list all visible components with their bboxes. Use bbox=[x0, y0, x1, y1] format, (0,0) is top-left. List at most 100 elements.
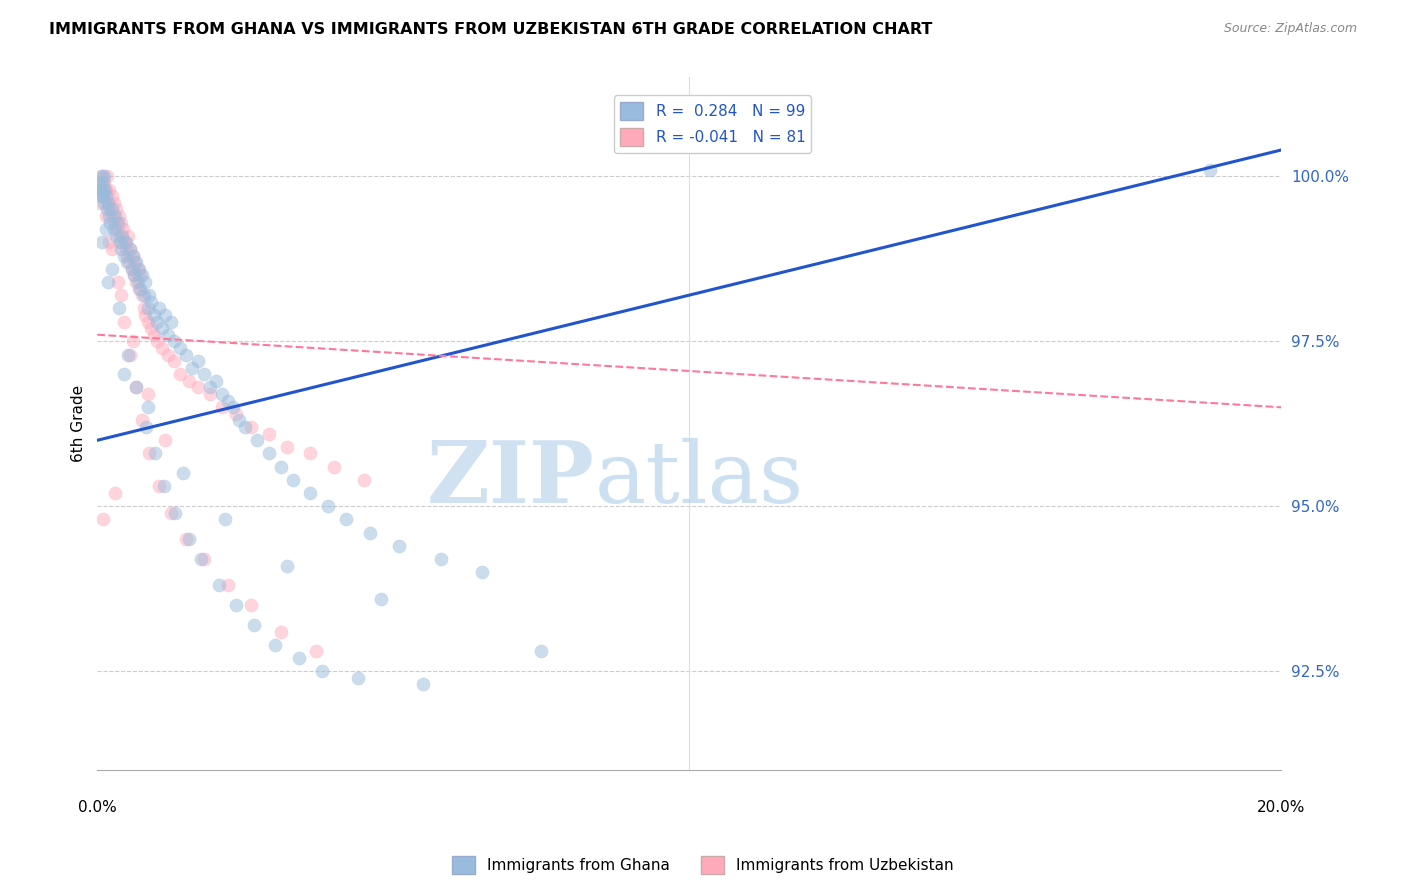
Point bbox=[107, 301, 129, 316]
Point bbox=[107, 216, 129, 230]
Point bbox=[112, 314, 135, 328]
Point bbox=[190, 552, 212, 566]
Point bbox=[94, 222, 117, 236]
Point bbox=[100, 202, 122, 217]
Point bbox=[124, 255, 146, 269]
Point bbox=[96, 169, 118, 184]
Point bbox=[121, 261, 143, 276]
Point bbox=[148, 301, 170, 316]
Point bbox=[155, 308, 177, 322]
Point bbox=[121, 249, 143, 263]
Point bbox=[198, 380, 221, 394]
Point bbox=[90, 176, 112, 190]
Point bbox=[412, 677, 434, 691]
Point bbox=[111, 235, 134, 250]
Point bbox=[132, 288, 155, 302]
Point bbox=[139, 294, 162, 309]
Point bbox=[233, 420, 256, 434]
Point bbox=[169, 341, 191, 355]
Point bbox=[177, 533, 200, 547]
Point bbox=[96, 202, 118, 217]
Point bbox=[127, 275, 149, 289]
Point bbox=[163, 334, 186, 349]
Point bbox=[139, 321, 162, 335]
Point bbox=[281, 473, 304, 487]
Point bbox=[97, 195, 120, 210]
Point bbox=[112, 249, 135, 263]
Point bbox=[118, 347, 141, 361]
Point bbox=[91, 176, 114, 190]
Point bbox=[121, 249, 143, 263]
Point bbox=[270, 459, 292, 474]
Point bbox=[128, 281, 150, 295]
Point bbox=[174, 347, 197, 361]
Point bbox=[243, 618, 266, 632]
Point bbox=[145, 314, 167, 328]
Point bbox=[89, 195, 111, 210]
Point bbox=[89, 183, 111, 197]
Point bbox=[187, 354, 209, 368]
Point bbox=[111, 228, 134, 243]
Point bbox=[96, 209, 118, 223]
Point bbox=[276, 558, 298, 573]
Point bbox=[177, 374, 200, 388]
Point bbox=[91, 169, 114, 184]
Point bbox=[240, 420, 263, 434]
Point bbox=[165, 506, 187, 520]
Point bbox=[208, 578, 231, 592]
Point bbox=[193, 552, 215, 566]
Point bbox=[125, 275, 148, 289]
Point bbox=[115, 249, 138, 263]
Point bbox=[114, 242, 136, 256]
Point bbox=[91, 183, 114, 197]
Point bbox=[135, 420, 157, 434]
Point bbox=[100, 216, 122, 230]
Legend: Immigrants from Ghana, Immigrants from Uzbekistan: Immigrants from Ghana, Immigrants from U… bbox=[446, 850, 960, 880]
Point bbox=[105, 202, 128, 217]
Point bbox=[100, 261, 122, 276]
Point bbox=[103, 195, 125, 210]
Point bbox=[125, 380, 148, 394]
Point bbox=[112, 368, 135, 382]
Point bbox=[128, 261, 150, 276]
Point bbox=[91, 183, 114, 197]
Point bbox=[217, 393, 239, 408]
Point bbox=[471, 565, 494, 579]
Point bbox=[90, 169, 112, 184]
Point bbox=[114, 235, 136, 250]
Point bbox=[142, 327, 165, 342]
Point bbox=[287, 651, 309, 665]
Point bbox=[97, 275, 120, 289]
Point bbox=[359, 525, 381, 540]
Point bbox=[211, 401, 233, 415]
Point bbox=[132, 301, 155, 316]
Point bbox=[145, 334, 167, 349]
Point bbox=[107, 275, 129, 289]
Point bbox=[104, 209, 127, 223]
Point bbox=[94, 183, 117, 197]
Point bbox=[316, 500, 339, 514]
Point bbox=[187, 380, 209, 394]
Point bbox=[148, 479, 170, 493]
Text: Source: ZipAtlas.com: Source: ZipAtlas.com bbox=[1223, 22, 1357, 36]
Point bbox=[264, 638, 287, 652]
Point bbox=[155, 434, 177, 448]
Point bbox=[107, 222, 129, 236]
Text: 0.0%: 0.0% bbox=[77, 800, 117, 814]
Point bbox=[90, 183, 112, 197]
Point bbox=[160, 314, 183, 328]
Point bbox=[101, 202, 124, 217]
Point bbox=[93, 195, 115, 210]
Point bbox=[160, 506, 183, 520]
Point bbox=[246, 434, 269, 448]
Y-axis label: 6th Grade: 6th Grade bbox=[72, 385, 86, 462]
Legend: R =  0.284   N = 99, R = -0.041   N = 81: R = 0.284 N = 99, R = -0.041 N = 81 bbox=[614, 95, 811, 153]
Point bbox=[157, 327, 180, 342]
Point bbox=[104, 486, 127, 500]
Point bbox=[240, 598, 263, 612]
Point bbox=[346, 671, 368, 685]
Point bbox=[276, 440, 298, 454]
Point bbox=[103, 222, 125, 236]
Point bbox=[91, 189, 114, 203]
Text: 20.0%: 20.0% bbox=[1257, 800, 1305, 814]
